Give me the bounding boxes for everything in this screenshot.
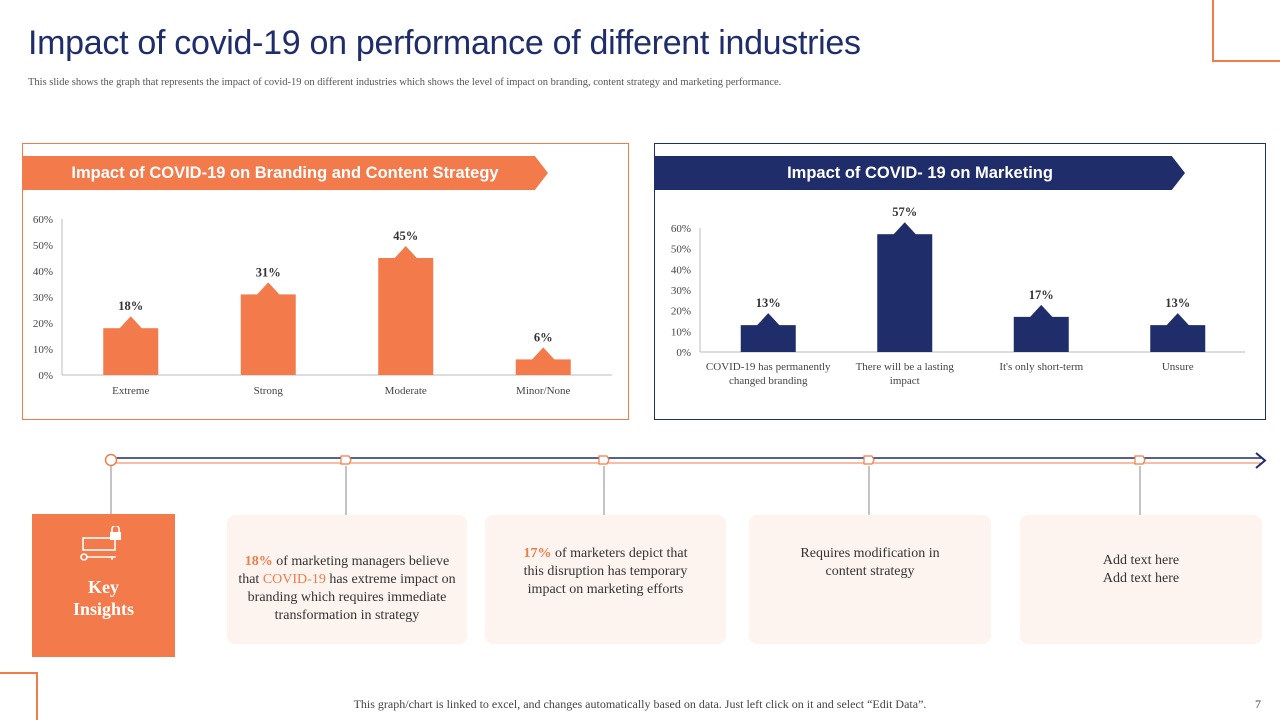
marketing-chart-title: Impact of COVID- 19 on Marketing (655, 156, 1185, 190)
timeline-arrow-icon (1255, 452, 1267, 469)
page-subtitle: This slide shows the graph that represen… (28, 77, 782, 88)
insight-card-3: Requires modification in content strateg… (749, 515, 991, 644)
key-insights-box: Key Insights (32, 514, 175, 657)
corner-decoration-top-right (1212, 0, 1280, 62)
timeline-pin-icon (340, 455, 352, 516)
timeline (104, 452, 1267, 516)
timeline-pin-icon (863, 455, 875, 516)
corner-decoration-bottom-left (0, 672, 38, 720)
footer-note: This graph/chart is linked to excel, and… (353, 697, 927, 711)
timeline-pin-icon (1134, 455, 1146, 516)
marketing-chart-panel[interactable] (654, 143, 1266, 420)
page-number: 7 (1255, 697, 1261, 711)
page-title: Impact of covid-19 on performance of dif… (28, 24, 861, 62)
timeline-pin-icon (598, 455, 610, 516)
key-insights-heading: Key Insights (72, 577, 135, 619)
timeline-start-node (104, 453, 118, 467)
key-lock-icon (80, 526, 121, 561)
insight-card-2: 17% of marketers depict that this disrup… (485, 515, 726, 644)
insight-card-1: 18% of marketing managers believe that C… (227, 515, 467, 644)
branding-chart-title: Impact of COVID-19 on Branding and Conte… (22, 156, 548, 190)
branding-chart-panel[interactable] (22, 143, 629, 420)
insight-card-4: Add text here Add text here (1020, 515, 1262, 644)
